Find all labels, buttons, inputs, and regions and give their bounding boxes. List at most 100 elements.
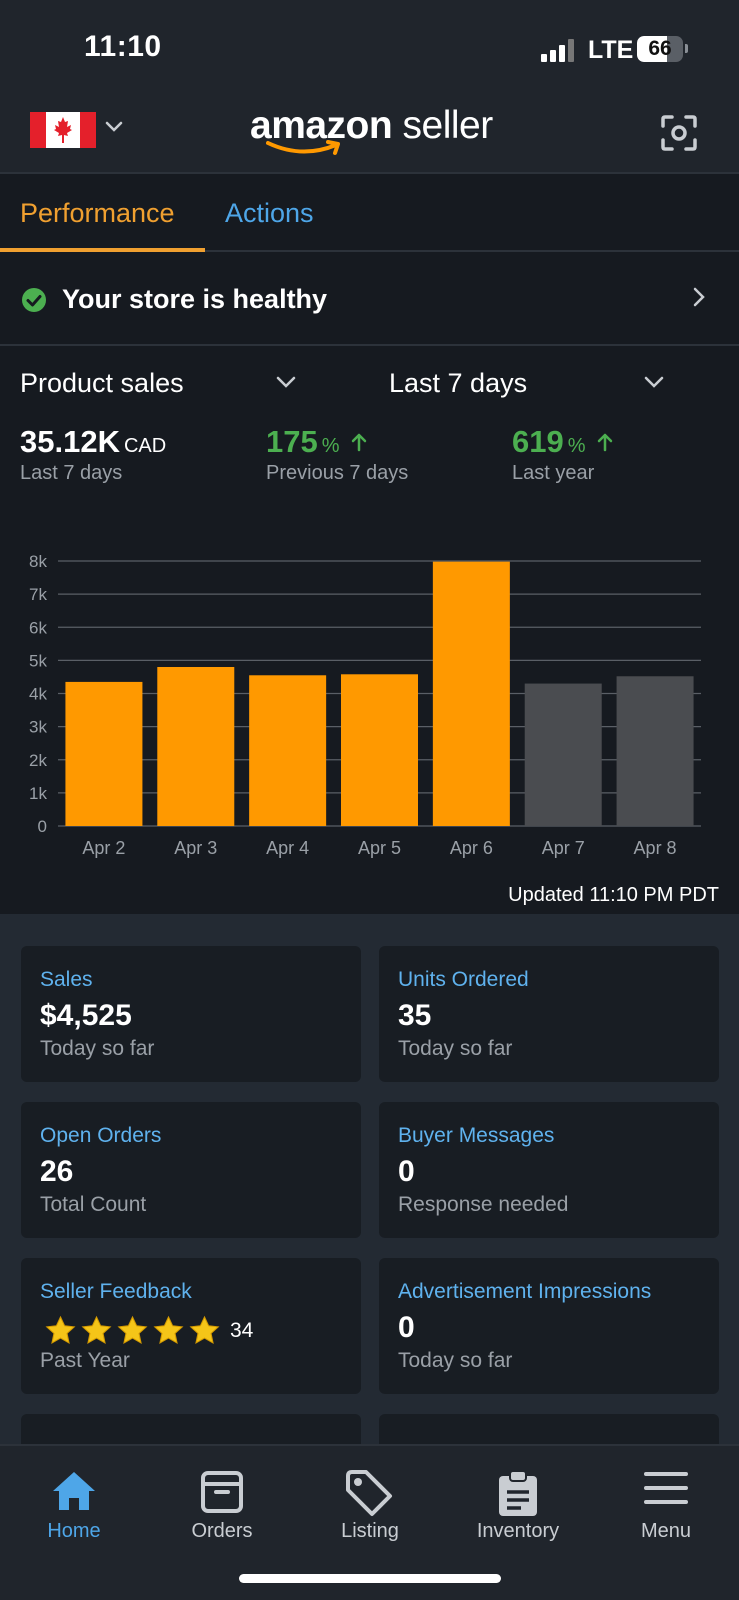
network-label: LTE bbox=[588, 36, 634, 64]
card-caption: Response needed bbox=[398, 1193, 569, 1216]
card-seller-feedback[interactable]: Seller Feedback 34 Past Year bbox=[21, 1258, 361, 1394]
chart-bar[interactable] bbox=[249, 675, 327, 826]
battery-icon: 66 bbox=[637, 36, 683, 62]
arrow-up-icon bbox=[597, 433, 613, 452]
chevron-down-icon[interactable] bbox=[275, 375, 297, 391]
home-indicator[interactable] bbox=[239, 1574, 501, 1583]
y-tick-label: 5k bbox=[29, 651, 47, 670]
store-health-text: Your store is healthy bbox=[62, 284, 328, 314]
nav-menu[interactable]: Menu bbox=[592, 1446, 739, 1556]
star-icon bbox=[45, 1315, 76, 1345]
x-tick-label: Apr 4 bbox=[266, 838, 309, 858]
chart-bar[interactable] bbox=[157, 667, 235, 826]
nav-listing[interactable]: Listing bbox=[296, 1446, 444, 1556]
nav-orders[interactable]: Orders bbox=[148, 1446, 296, 1556]
card-title: Sales bbox=[40, 968, 93, 991]
card-ad-impressions[interactable]: Advertisement Impressions 0 Today so far bbox=[379, 1258, 719, 1394]
amazon-smile-icon bbox=[266, 140, 340, 155]
store-health-row[interactable]: Your store is healthy bbox=[0, 254, 739, 346]
card-value: 26 bbox=[40, 1155, 74, 1188]
y-tick-label: 0 bbox=[38, 817, 47, 836]
feedback-count: 34 bbox=[230, 1319, 254, 1342]
x-tick-label: Apr 2 bbox=[82, 838, 125, 858]
card-value: 0 bbox=[398, 1311, 415, 1344]
card-value: 0 bbox=[398, 1155, 415, 1188]
star-rating: 34 bbox=[44, 1315, 253, 1347]
previous-period-caption: Previous 7 days bbox=[266, 462, 409, 484]
card-open-orders[interactable]: Open Orders 26 Total Count bbox=[21, 1102, 361, 1238]
tab-performance[interactable]: Performance bbox=[20, 198, 175, 228]
y-tick-label: 6k bbox=[29, 618, 47, 637]
tab-actions[interactable]: Actions bbox=[225, 198, 314, 228]
card-value: 35 bbox=[398, 999, 432, 1032]
y-tick-label: 1k bbox=[29, 784, 47, 803]
card-title: Open Orders bbox=[40, 1124, 162, 1147]
card-title: Units Ordered bbox=[398, 968, 529, 991]
chart-bar[interactable] bbox=[341, 674, 418, 826]
orders-box-icon bbox=[201, 1471, 243, 1513]
sales-total: 35.12K CAD bbox=[20, 424, 167, 459]
tab-bar: Performance Actions bbox=[0, 176, 739, 252]
star-icon bbox=[81, 1315, 112, 1345]
star-icon bbox=[117, 1315, 148, 1345]
metric-selector[interactable]: Product sales bbox=[20, 368, 184, 398]
y-tick-label: 7k bbox=[29, 585, 47, 604]
card-caption: Today so far bbox=[398, 1349, 513, 1372]
last-year-change: 619% bbox=[512, 424, 614, 460]
battery-tip bbox=[685, 44, 688, 53]
chevron-down-icon[interactable] bbox=[643, 375, 665, 391]
active-tab-indicator bbox=[0, 248, 205, 252]
card-buyer-messages[interactable]: Buyer Messages 0 Response needed bbox=[379, 1102, 719, 1238]
chart-bar[interactable] bbox=[524, 683, 602, 826]
tag-icon bbox=[346, 1470, 392, 1516]
card-title: Seller Feedback bbox=[40, 1280, 192, 1303]
signal-icon bbox=[541, 38, 579, 62]
star-icon bbox=[189, 1315, 220, 1345]
status-bar: 11:10 LTE 66 bbox=[0, 0, 739, 96]
star-icon bbox=[153, 1315, 184, 1345]
scan-icon[interactable] bbox=[660, 114, 698, 152]
clipboard-icon bbox=[499, 1470, 537, 1516]
card-title: Buyer Messages bbox=[398, 1124, 555, 1147]
updated-timestamp: Updated 11:10 PM PDT bbox=[508, 884, 719, 906]
y-tick-label: 8k bbox=[29, 552, 47, 571]
nav-home[interactable]: Home bbox=[0, 1446, 148, 1556]
canada-flag-icon[interactable] bbox=[30, 112, 96, 148]
metrics-cards-section: Sales $4,525 Today so far Units Ordered … bbox=[0, 914, 739, 1474]
x-tick-label: Apr 6 bbox=[450, 838, 493, 858]
card-units-ordered[interactable]: Units Ordered 35 Today so far bbox=[379, 946, 719, 1082]
x-tick-label: Apr 3 bbox=[174, 838, 217, 858]
x-tick-label: Apr 7 bbox=[542, 838, 585, 858]
y-tick-label: 2k bbox=[29, 751, 47, 770]
sales-bar-chart: 0 1k 2k 3k 4k 5k 6k 7k 8k Apr 2 Apr 3 Apr 4 Apr 5 Apr… bbox=[29, 552, 701, 858]
nav-inventory[interactable]: Inventory bbox=[444, 1446, 592, 1556]
card-caption: Total Count bbox=[40, 1193, 147, 1216]
battery-level: 66 bbox=[648, 37, 672, 60]
chart-bar[interactable] bbox=[65, 681, 143, 826]
chevron-down-icon[interactable] bbox=[104, 116, 124, 136]
home-icon bbox=[53, 1472, 95, 1510]
card-caption: Today so far bbox=[40, 1037, 155, 1060]
check-circle-icon bbox=[22, 288, 46, 312]
card-value: $4,525 bbox=[40, 999, 132, 1032]
card-sales[interactable]: Sales $4,525 Today so far bbox=[21, 946, 361, 1082]
chevron-right-icon bbox=[693, 287, 705, 307]
y-tick-label: 4k bbox=[29, 685, 47, 704]
card-title: Advertisement Impressions bbox=[398, 1280, 652, 1303]
card-caption: Today so far bbox=[398, 1037, 513, 1060]
chart-bar[interactable] bbox=[432, 561, 510, 826]
x-tick-label: Apr 8 bbox=[634, 838, 677, 858]
arrow-up-icon bbox=[351, 433, 367, 452]
previous-period-change: 175% bbox=[266, 424, 368, 460]
x-tick-label: Apr 5 bbox=[358, 838, 401, 858]
chart-bar[interactable] bbox=[616, 676, 694, 826]
amazon-seller-logo: amazon seller bbox=[250, 104, 493, 147]
y-tick-label: 3k bbox=[29, 718, 47, 737]
card-caption: Past Year bbox=[40, 1349, 130, 1372]
hamburger-menu-icon bbox=[644, 1472, 688, 1504]
date-range-selector[interactable]: Last 7 days bbox=[389, 368, 528, 398]
sales-total-caption: Last 7 days bbox=[20, 462, 123, 484]
app-header: amazon seller bbox=[0, 96, 739, 174]
status-time: 11:10 bbox=[84, 30, 162, 63]
last-year-caption: Last year bbox=[512, 462, 595, 484]
